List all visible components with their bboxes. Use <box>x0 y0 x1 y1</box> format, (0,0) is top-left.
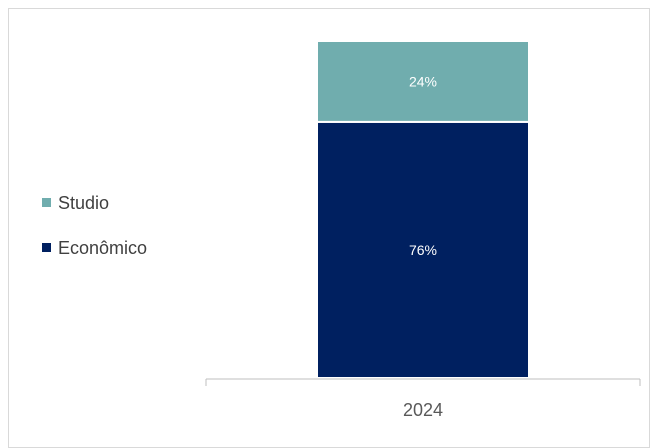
legend-swatch-econ-mico <box>42 243 51 252</box>
legend-label-studio: Studio <box>58 193 109 213</box>
bar-segment-studio <box>316 40 530 123</box>
x-axis: 2024 <box>205 378 641 420</box>
x-tick-label: 2024 <box>403 400 443 420</box>
legend-swatch-studio <box>42 198 51 207</box>
legend-label-econ-mico: Econômico <box>58 238 147 258</box>
stacked-bar-chart: Studio Econômico 76% 24% 2024 <box>42 40 641 420</box>
legend: Studio Econômico <box>42 193 147 258</box>
data-label: 24% <box>409 73 437 89</box>
data-label: 76% <box>409 242 437 258</box>
plot-area: 76% 24% <box>316 40 530 379</box>
